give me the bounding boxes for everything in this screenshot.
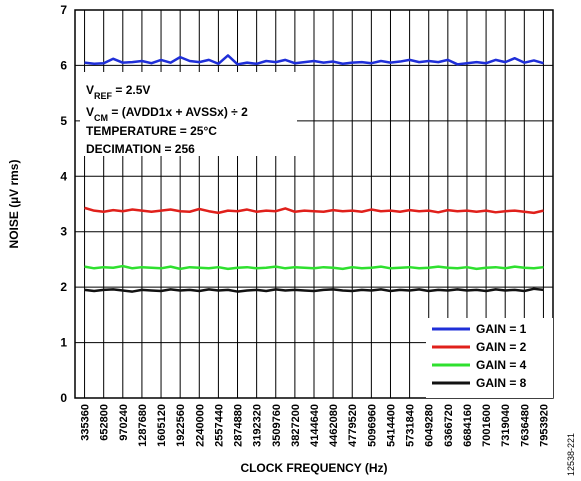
x-tick-label: 3827200 xyxy=(290,404,302,447)
x-tick-label: 1605120 xyxy=(156,404,168,447)
data-line xyxy=(84,287,544,293)
x-tick-label: 3192320 xyxy=(252,404,264,447)
annotation: TEMPERATURE = 25°C xyxy=(86,124,217,138)
y-tick-label: 7 xyxy=(60,3,67,17)
legend-label: GAIN = 8 xyxy=(476,376,527,390)
x-tick-label: 4144640 xyxy=(309,404,321,447)
data-line xyxy=(84,206,544,215)
y-tick-label: 4 xyxy=(60,169,67,183)
figure-id: 12538-221 xyxy=(566,433,576,476)
y-tick-label: 1 xyxy=(60,336,67,350)
x-tick-label: 5414400 xyxy=(385,404,397,447)
legend-label: GAIN = 2 xyxy=(476,340,527,354)
x-tick-label: 652800 xyxy=(99,404,111,441)
legend-box xyxy=(426,318,553,398)
x-tick-label: 5731840 xyxy=(405,404,417,447)
y-axis-title: NOISE (µV rms) xyxy=(7,160,21,249)
y-tick-label: 0 xyxy=(60,391,67,405)
y-tick-label: 2 xyxy=(60,280,67,294)
x-tick-label: 335360 xyxy=(80,404,92,441)
annotation-part: REF xyxy=(94,91,113,101)
x-tick-label: 1922560 xyxy=(175,404,187,447)
x-tick-label: 4462080 xyxy=(328,404,340,447)
annotation-part: V xyxy=(86,83,94,97)
annotation-part: = 2.5V xyxy=(112,83,150,97)
annotation-box xyxy=(80,72,297,156)
x-tick-label: 2874880 xyxy=(233,404,245,447)
annotation-part: V xyxy=(86,105,94,119)
data-line xyxy=(84,54,544,66)
annotation: DECIMATION = 256 xyxy=(86,142,195,156)
x-tick-label: 4779520 xyxy=(347,404,359,447)
data-line xyxy=(84,264,544,271)
annotation-part: CM xyxy=(94,113,108,123)
x-tick-label: 970240 xyxy=(118,404,130,441)
x-tick-label: 7001600 xyxy=(481,404,493,447)
annotation: VREF = 2.5V xyxy=(86,83,150,101)
y-tick-label: 3 xyxy=(60,225,67,239)
x-tick-label: 7636480 xyxy=(519,404,531,447)
x-tick-label: 6366720 xyxy=(443,404,455,447)
x-tick-label: 6049280 xyxy=(424,404,436,447)
legend-label: GAIN = 1 xyxy=(476,322,527,336)
plot-border xyxy=(74,9,554,399)
y-tick-label: 5 xyxy=(60,114,67,128)
x-tick-label: 7319040 xyxy=(500,404,512,447)
y-tick-label: 6 xyxy=(60,58,67,72)
x-axis-title: CLOCK FREQUENCY (Hz) xyxy=(240,461,387,475)
legend-label: GAIN = 4 xyxy=(476,358,527,372)
x-tick-label: 5096960 xyxy=(366,404,378,447)
x-tick-label: 2240000 xyxy=(194,404,206,447)
annotation-part: DECIMATION = 256 xyxy=(86,142,195,156)
x-tick-label: 3509760 xyxy=(271,404,283,447)
x-tick-label: 1287680 xyxy=(137,404,149,447)
x-tick-label: 7953920 xyxy=(538,404,550,447)
annotation: VCM = (AVDD1x + AVSSx) ÷ 2 xyxy=(86,105,248,123)
annotation-part: TEMPERATURE = 25°C xyxy=(86,124,217,138)
x-tick-label: 6684160 xyxy=(462,404,474,447)
x-tick-label: 2557440 xyxy=(213,404,225,447)
annotation-part: = (AVDD1x + AVSSx) ÷ 2 xyxy=(108,105,248,119)
